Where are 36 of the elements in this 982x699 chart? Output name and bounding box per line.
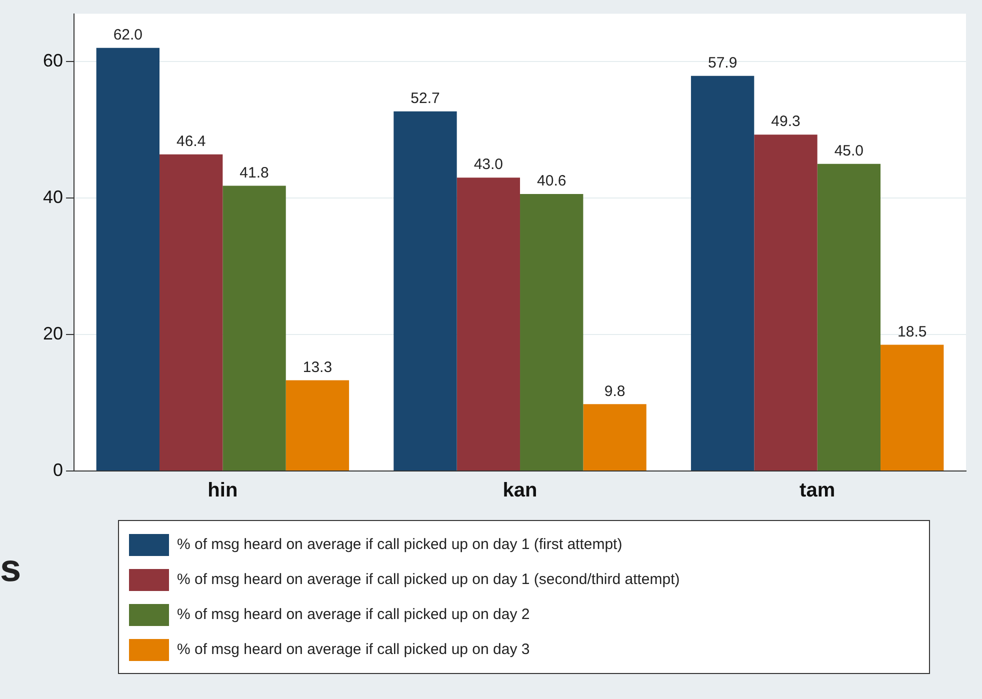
bar xyxy=(583,404,646,470)
text: 45.0 xyxy=(834,142,864,160)
text: 57.9 xyxy=(708,54,738,72)
bar xyxy=(690,76,754,470)
legend-label: % of msg heard on average if call picked up on day 3 xyxy=(177,641,530,658)
text: 40.6 xyxy=(537,172,566,190)
y-tick-label: 0 xyxy=(53,460,64,480)
x-tick-label: tam xyxy=(800,480,836,502)
text: 62.0 xyxy=(113,26,143,44)
text: s xyxy=(0,548,22,591)
legend-label: % of msg heard on average if call picked up on day 2 xyxy=(177,606,530,623)
x-tick-label: kan xyxy=(502,480,538,502)
bar xyxy=(754,134,818,470)
bar xyxy=(817,164,881,470)
bar xyxy=(286,380,350,470)
bar xyxy=(456,178,520,470)
y-tick-label: 20 xyxy=(42,323,64,344)
legend-label: % of msg heard on average if call picked up on day 1 (second/third attempt) xyxy=(177,571,680,588)
text: 41.8 xyxy=(240,164,269,182)
text: 49.3 xyxy=(771,113,800,130)
bar xyxy=(520,194,584,470)
bar xyxy=(394,111,457,470)
bar xyxy=(96,48,160,470)
text: 9.8 xyxy=(604,382,626,400)
bar xyxy=(222,186,286,470)
text: 43.0 xyxy=(474,156,504,174)
text: 18.5 xyxy=(898,323,927,340)
bar xyxy=(160,154,223,470)
x-tick-label: hin xyxy=(208,480,238,502)
bar xyxy=(880,344,944,470)
text: 46.4 xyxy=(176,133,206,150)
text: 52.7 xyxy=(410,90,440,108)
y-tick-label: 60 xyxy=(42,50,64,71)
y-tick-label: 40 xyxy=(42,187,64,208)
text: 13.3 xyxy=(302,358,332,376)
legend-label: % of msg heard on average if call picked up on day 1 (first attempt) xyxy=(177,536,622,553)
